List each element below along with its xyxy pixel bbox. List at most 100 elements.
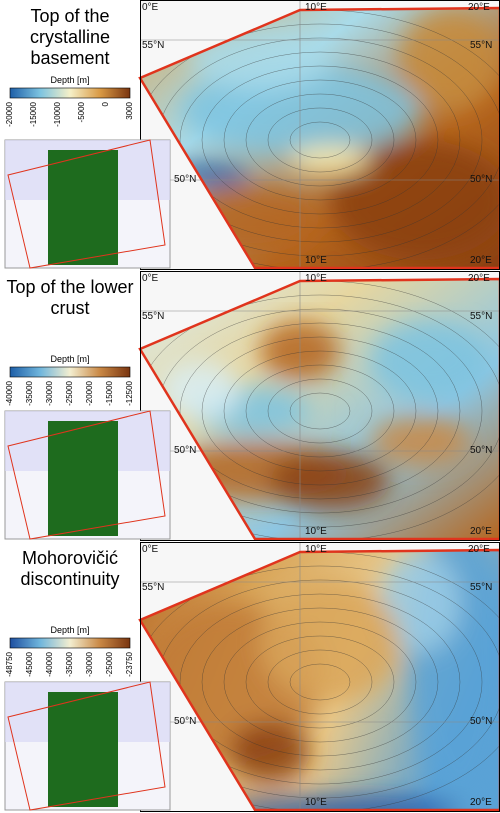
colorbar-tick: 3000 [125,102,134,120]
colorbar-tick: -45000 [25,652,34,677]
map-label: 50°N [174,716,197,727]
depth-anomaly [220,796,460,810]
model-boundary [138,6,500,270]
colorbar-tick: -30000 [85,652,94,677]
inset-boundary [7,410,166,540]
map-label: 20°E [470,526,492,537]
panel-title: Mohorovičić discontinuity [20,548,120,589]
panel: Top of the lower crust Depth [m] -40000 -35… [0,271,500,541]
map-label: 50°N [470,174,493,185]
contour [245,635,395,729]
depth-anomaly [260,582,400,702]
map-label: 50°N [174,174,197,185]
colorbar-tick: -15000 [105,381,114,406]
model-boundary [138,277,500,541]
colorbar-tick: -30000 [45,381,54,406]
colorbar [9,637,131,649]
map-label: 50°N [470,445,493,456]
contour [223,350,417,472]
colorbar-tick: -12500 [125,381,134,406]
map-label: 0°E [142,2,159,13]
panel-title: Top of the lower crust [6,277,134,318]
inset-coverage [48,421,118,536]
map-label: 55°N [470,40,493,51]
contour [179,51,461,229]
colorbar-tick: 0 [101,102,110,107]
map-label: 55°N [142,311,165,322]
depth-anomaly [270,451,390,511]
colorbar-tick: -48750 [5,652,14,677]
map-label: 20°E [468,273,490,284]
inset-coverage [48,692,118,807]
colorbar-tick: -15000 [29,102,38,127]
contour [140,294,500,528]
colorbar-tick: -40000 [5,381,14,406]
colorbar-tick: -25000 [105,652,114,677]
map-label: 55°N [470,311,493,322]
depth-anomaly [190,30,330,90]
depth-anomaly [330,140,500,260]
contour [223,621,417,743]
depth-anomaly [230,722,310,782]
map-label: 0°E [142,273,159,284]
colorbar-tick: -25000 [65,381,74,406]
map-label: 10°E [305,255,327,266]
colorbar-tick: -20000 [5,102,14,127]
contour [223,79,417,201]
map-label: 55°N [470,582,493,593]
colorbar-tick: -35000 [65,652,74,677]
colorbar-label: Depth [m] [50,354,90,364]
panel-graphics [4,542,500,812]
colorbar-tick: -23750 [125,652,134,677]
map-label: 55°N [142,582,165,593]
map-label: 10°E [305,526,327,537]
map-label: 10°E [305,273,327,284]
contour [140,23,500,257]
colorbar-tick: -40000 [45,652,54,677]
map-label: 50°N [174,445,197,456]
colorbar [9,366,131,378]
map-label: 10°E [305,544,327,555]
contour [267,107,373,173]
contour [179,322,461,500]
panel-graphics [4,0,500,270]
map-label: 20°E [470,797,492,808]
depth-anomaly [290,146,370,174]
panel: Mohorovičić discontinuity Depth [m] -48750… [0,542,500,812]
contour [267,378,373,444]
contour [201,336,439,486]
map-label: 10°E [305,797,327,808]
inset-boundary [7,139,166,269]
depth-anomaly [400,10,500,110]
map-label: 50°N [470,716,493,727]
colorbar-label: Depth [m] [50,625,90,635]
colorbar-tick: -20000 [85,381,94,406]
contour [201,65,439,215]
colorbar-label: Depth [m] [50,75,90,85]
contour [245,93,395,187]
map-label: 55°N [142,40,165,51]
contour [267,649,373,715]
contour [179,593,461,771]
panel-graphics [4,271,500,541]
contour [140,565,500,799]
contour [289,663,351,701]
contour [289,121,351,159]
map-label: 0°E [142,544,159,555]
map-label: 10°E [305,2,327,13]
colorbar [9,87,131,99]
panel: Top of the crystalline basement Depth [m]… [0,0,500,270]
map-label: 20°E [470,255,492,266]
contour [245,364,395,458]
model-boundary [138,548,500,812]
inset-boundary [7,681,166,811]
inset-coverage [48,150,118,265]
depth-anomaly [370,416,470,466]
colorbar-tick: -5000 [77,102,86,123]
map-label: 20°E [468,544,490,555]
contour [289,392,351,430]
contour [201,607,439,757]
panel-title: Top of the crystalline basement [29,6,111,68]
colorbar-tick: -35000 [25,381,34,406]
